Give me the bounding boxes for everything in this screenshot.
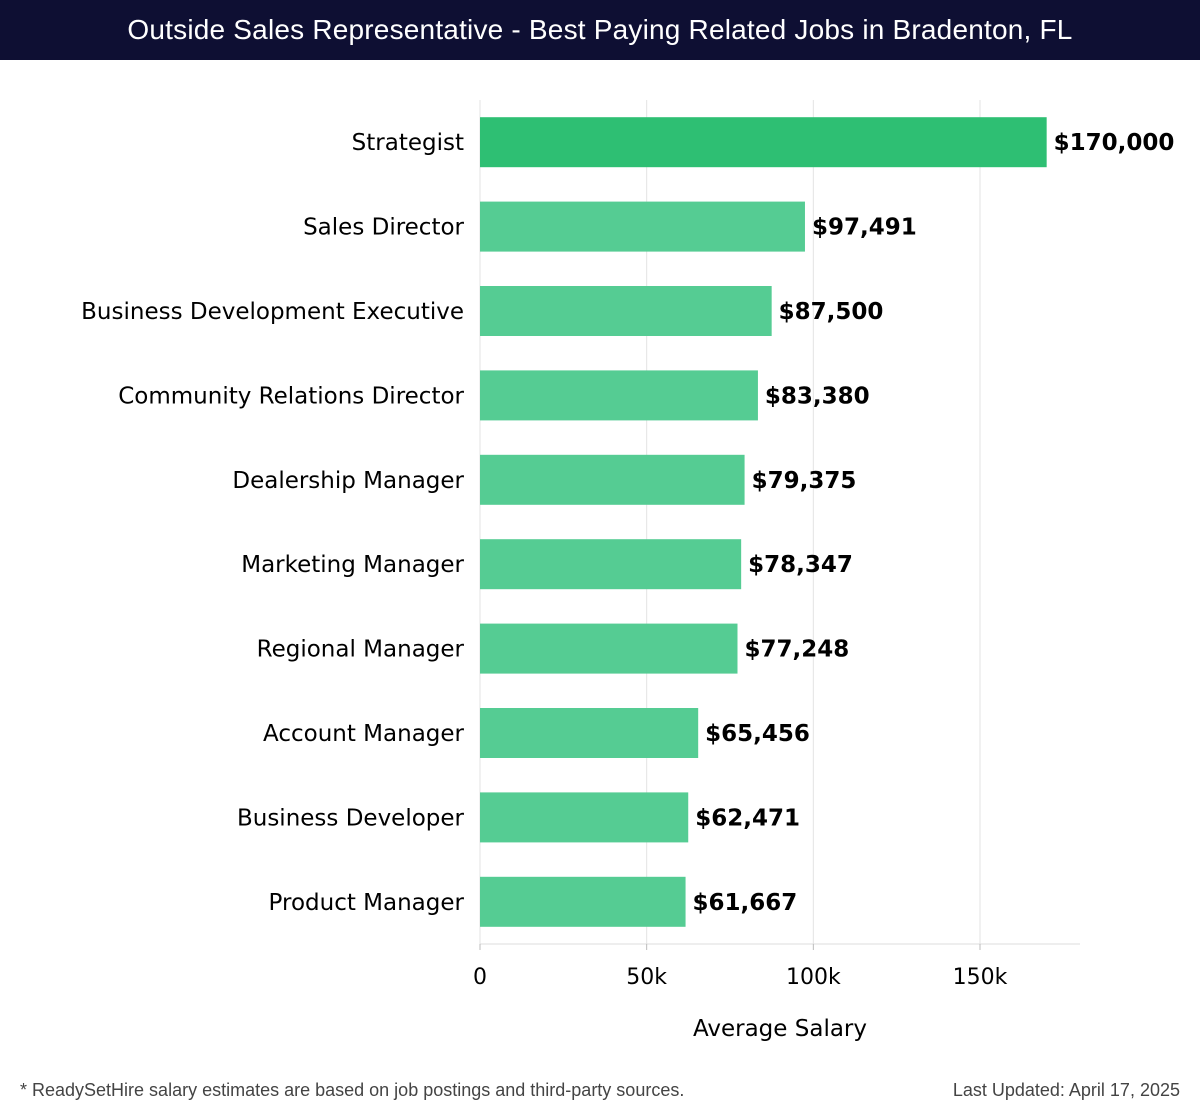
category-label: Marketing Manager — [241, 552, 464, 578]
category-label: Product Manager — [269, 890, 465, 916]
bar — [480, 623, 738, 674]
category-label: Strategist — [352, 130, 464, 156]
value-label: $170,000 — [1054, 130, 1175, 156]
category-label: Dealership Manager — [232, 468, 464, 494]
category-label: Business Developer — [237, 805, 465, 831]
x-tick-label: 0 — [473, 965, 487, 990]
x-tick-label: 50k — [626, 965, 667, 990]
value-label: $97,491 — [812, 215, 917, 241]
category-label: Sales Director — [303, 215, 464, 241]
bar — [480, 876, 686, 927]
footer-note: * ReadySetHire salary estimates are base… — [20, 1080, 685, 1100]
value-label: $83,380 — [765, 383, 870, 409]
category-label: Community Relations Director — [118, 383, 464, 409]
x-axis-title: Average Salary — [693, 1016, 867, 1042]
value-label: $87,500 — [779, 299, 884, 325]
bar — [480, 286, 772, 336]
last-updated: Last Updated: April 17, 2025 — [952, 1080, 1180, 1100]
bar — [480, 539, 742, 590]
bar — [480, 454, 745, 505]
category-label: Account Manager — [263, 721, 465, 747]
bar — [480, 708, 699, 758]
x-tick-label: 100k — [786, 965, 841, 990]
value-label: $78,347 — [748, 552, 853, 578]
bar — [480, 370, 758, 421]
value-label: $65,456 — [705, 721, 810, 747]
bar-chart: 0 50k 100k 150k Average Salary Strategist $170… — [81, 100, 1175, 1042]
bar — [480, 201, 805, 252]
value-label: $77,248 — [744, 637, 849, 663]
bar — [480, 792, 689, 843]
value-label: $62,471 — [695, 805, 800, 831]
category-label: Business Development Executive — [81, 299, 464, 325]
x-tick-label: 150k — [953, 965, 1008, 990]
category-label: Regional Manager — [257, 637, 465, 663]
value-label: $61,667 — [693, 890, 798, 916]
value-label: $79,375 — [752, 468, 857, 494]
chart-title: Outside Sales Representative - Best Payi… — [0, 0, 1200, 60]
bar — [480, 117, 1047, 168]
